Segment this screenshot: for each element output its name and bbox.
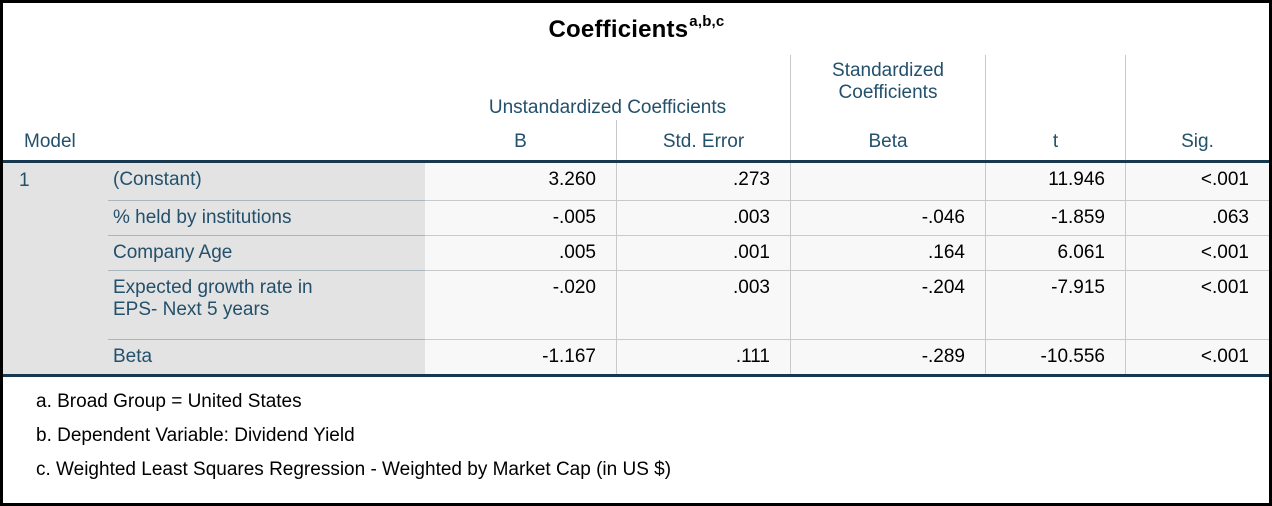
table-title-text: Coefficients: [548, 15, 689, 43]
footnote-c: c. Weighted Least Squares Regression - W…: [36, 459, 672, 480]
cell-b: -1.167: [425, 339, 616, 374]
footnote-a: a. Broad Group = United States: [36, 391, 302, 412]
row-label: Company Age: [108, 235, 425, 270]
table-title-row: Coefficientsa,b,c: [3, 3, 1269, 55]
cell-beta: -.046: [790, 200, 985, 235]
cell-sig: <.001: [1125, 270, 1269, 339]
row-label: % held by institutions: [108, 200, 425, 235]
header-col-beta: Beta: [868, 131, 908, 152]
cell-t: -7.915: [985, 270, 1125, 339]
cell-sig: <.001: [1125, 163, 1269, 200]
model-number-cell: 1: [3, 163, 108, 374]
row-label: Beta: [108, 339, 425, 374]
row-label: Expected growth rate in EPS- Next 5 year…: [108, 270, 425, 339]
header-standardized-line2: Coefficients: [838, 82, 938, 103]
header-col-std-error: Std. Error: [616, 120, 790, 160]
cell-t: 6.061: [985, 235, 1125, 270]
cell-std-error: .003: [616, 200, 790, 235]
cell-beta: [790, 163, 985, 200]
cell-sig: <.001: [1125, 339, 1269, 374]
cell-std-error: .273: [616, 163, 790, 200]
cell-b: 3.260: [425, 163, 616, 200]
cell-t: -10.556: [985, 339, 1125, 374]
cell-beta: -.204: [790, 270, 985, 339]
header-model: Model: [24, 131, 76, 152]
table-header: Model Unstandardized Coefficients B Std.…: [3, 55, 1269, 160]
cell-sig: <.001: [1125, 235, 1269, 270]
header-col-sig: Sig.: [1125, 55, 1269, 160]
table-body: 1 (Constant) 3.260 .273 11.946 <.001 % h…: [3, 163, 1269, 374]
cell-beta: -.289: [790, 339, 985, 374]
cell-beta: .164: [790, 235, 985, 270]
table-title-superscript: a,b,c: [689, 12, 725, 30]
cell-b: .005: [425, 235, 616, 270]
footer-divider-rule: [3, 374, 1269, 377]
cell-sig: .063: [1125, 200, 1269, 235]
footnotes: a. Broad Group = United States b. Depend…: [3, 377, 1269, 481]
cell-std-error: .003: [616, 270, 790, 339]
header-col-t: t: [985, 55, 1125, 160]
cell-std-error: .001: [616, 235, 790, 270]
cell-t: -1.859: [985, 200, 1125, 235]
header-standardized-line1: Standardized: [832, 60, 944, 81]
cell-b: -.020: [425, 270, 616, 339]
header-col-b: B: [514, 131, 527, 152]
table-title: Coefficientsa,b,c: [548, 12, 725, 44]
footnote-b: b. Dependent Variable: Dividend Yield: [36, 425, 355, 446]
header-standardized-column: Standardized Coefficients Beta: [790, 55, 985, 160]
cell-t: 11.946: [985, 163, 1125, 200]
cell-std-error: .111: [616, 339, 790, 374]
row-label: (Constant): [108, 163, 425, 200]
header-unstandardized-coefficients: Unstandardized Coefficients: [488, 97, 727, 118]
header-standardized-coefficients: Standardized Coefficients: [832, 60, 944, 104]
header-divider-rule: [3, 160, 1269, 163]
cell-b: -.005: [425, 200, 616, 235]
